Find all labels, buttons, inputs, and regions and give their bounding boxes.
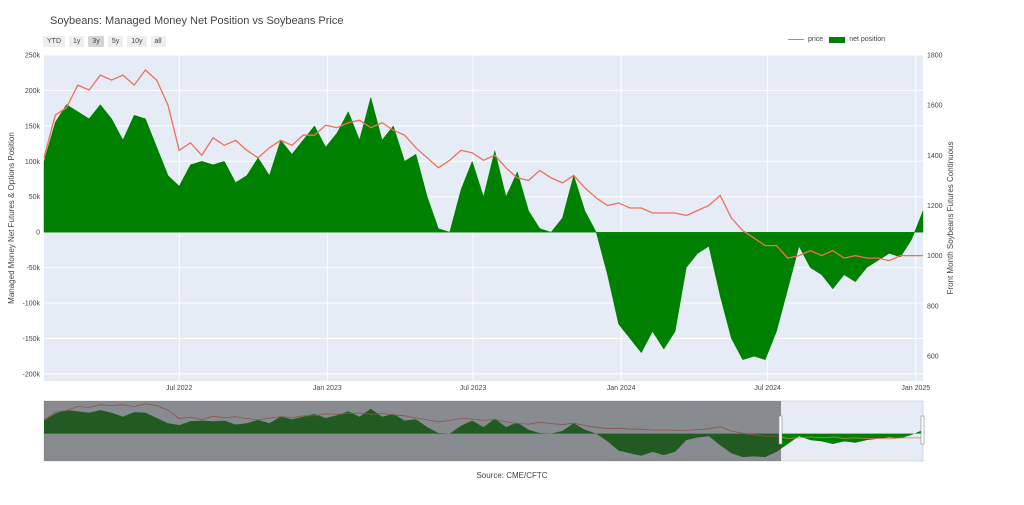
range-selector: YTD 1y 3y 5y 10y all: [43, 36, 166, 47]
y-tick-label: -200k: [22, 371, 40, 378]
range-handle-right[interactable]: [920, 415, 925, 445]
y-tick-label: 250k: [25, 53, 41, 60]
y-tick-label: 50k: [29, 194, 41, 201]
net-position-area: [43, 96, 924, 361]
x-tick-label: Jan 2024: [607, 385, 636, 392]
x-tick-label: Jul 2023: [460, 385, 487, 392]
range-slider-mask: [44, 401, 781, 461]
x-tick-label: Jul 2022: [166, 385, 193, 392]
x-tick-label: Jul 2024: [754, 385, 781, 392]
range-button-ytd[interactable]: YTD: [43, 36, 65, 47]
y-tick-label: -150k: [22, 336, 40, 343]
y-tick-label: -100k: [22, 301, 40, 308]
legend-label-net-position: net position: [849, 36, 885, 43]
y2-tick-label: 1200: [927, 203, 943, 210]
x-tick-label: Jan 2025: [901, 385, 930, 392]
legend: price net position: [788, 36, 885, 43]
y2-tick-label: 1600: [927, 103, 943, 110]
y2-tick-label: 600: [927, 353, 939, 360]
range-button-10y[interactable]: 10y: [127, 36, 147, 47]
legend-line-swatch: [788, 39, 804, 40]
source-note: Source: CME/CFTC: [476, 471, 548, 480]
range-button-5y[interactable]: 5y: [107, 36, 124, 47]
y-axis-title: Managed Money Net Futures & Options Posi…: [7, 132, 16, 304]
y-tick-label: 200k: [25, 88, 41, 95]
range-button-3y[interactable]: 3y: [88, 36, 104, 47]
x-tick-label: Jan 2023: [313, 385, 342, 392]
legend-label-price: price: [808, 36, 824, 43]
range-slider[interactable]: [43, 400, 925, 462]
y-tick-label: -50k: [26, 265, 40, 272]
range-button-1y[interactable]: 1y: [69, 36, 85, 47]
y2-tick-label: 800: [927, 303, 939, 310]
y2-tick-label: 1000: [927, 253, 943, 260]
price-line: [43, 69, 923, 262]
legend-item-price[interactable]: price: [788, 36, 823, 43]
y2-axis-title: Front Month Soybeans Futures Continuous: [946, 142, 955, 295]
y-tick-label: 150k: [25, 123, 41, 130]
y2-tick-label: 1400: [927, 153, 943, 160]
y2-tick-label: 1800: [927, 53, 943, 60]
legend-area-swatch: [829, 36, 846, 43]
y-tick-label: 0: [36, 230, 40, 237]
range-handle-left[interactable]: [778, 415, 783, 445]
range-button-all[interactable]: all: [150, 36, 166, 47]
chart-title: Soybeans: Managed Money Net Position vs …: [50, 15, 344, 27]
y-tick-label: 100k: [25, 159, 41, 166]
legend-item-net-position[interactable]: net position: [829, 36, 885, 43]
